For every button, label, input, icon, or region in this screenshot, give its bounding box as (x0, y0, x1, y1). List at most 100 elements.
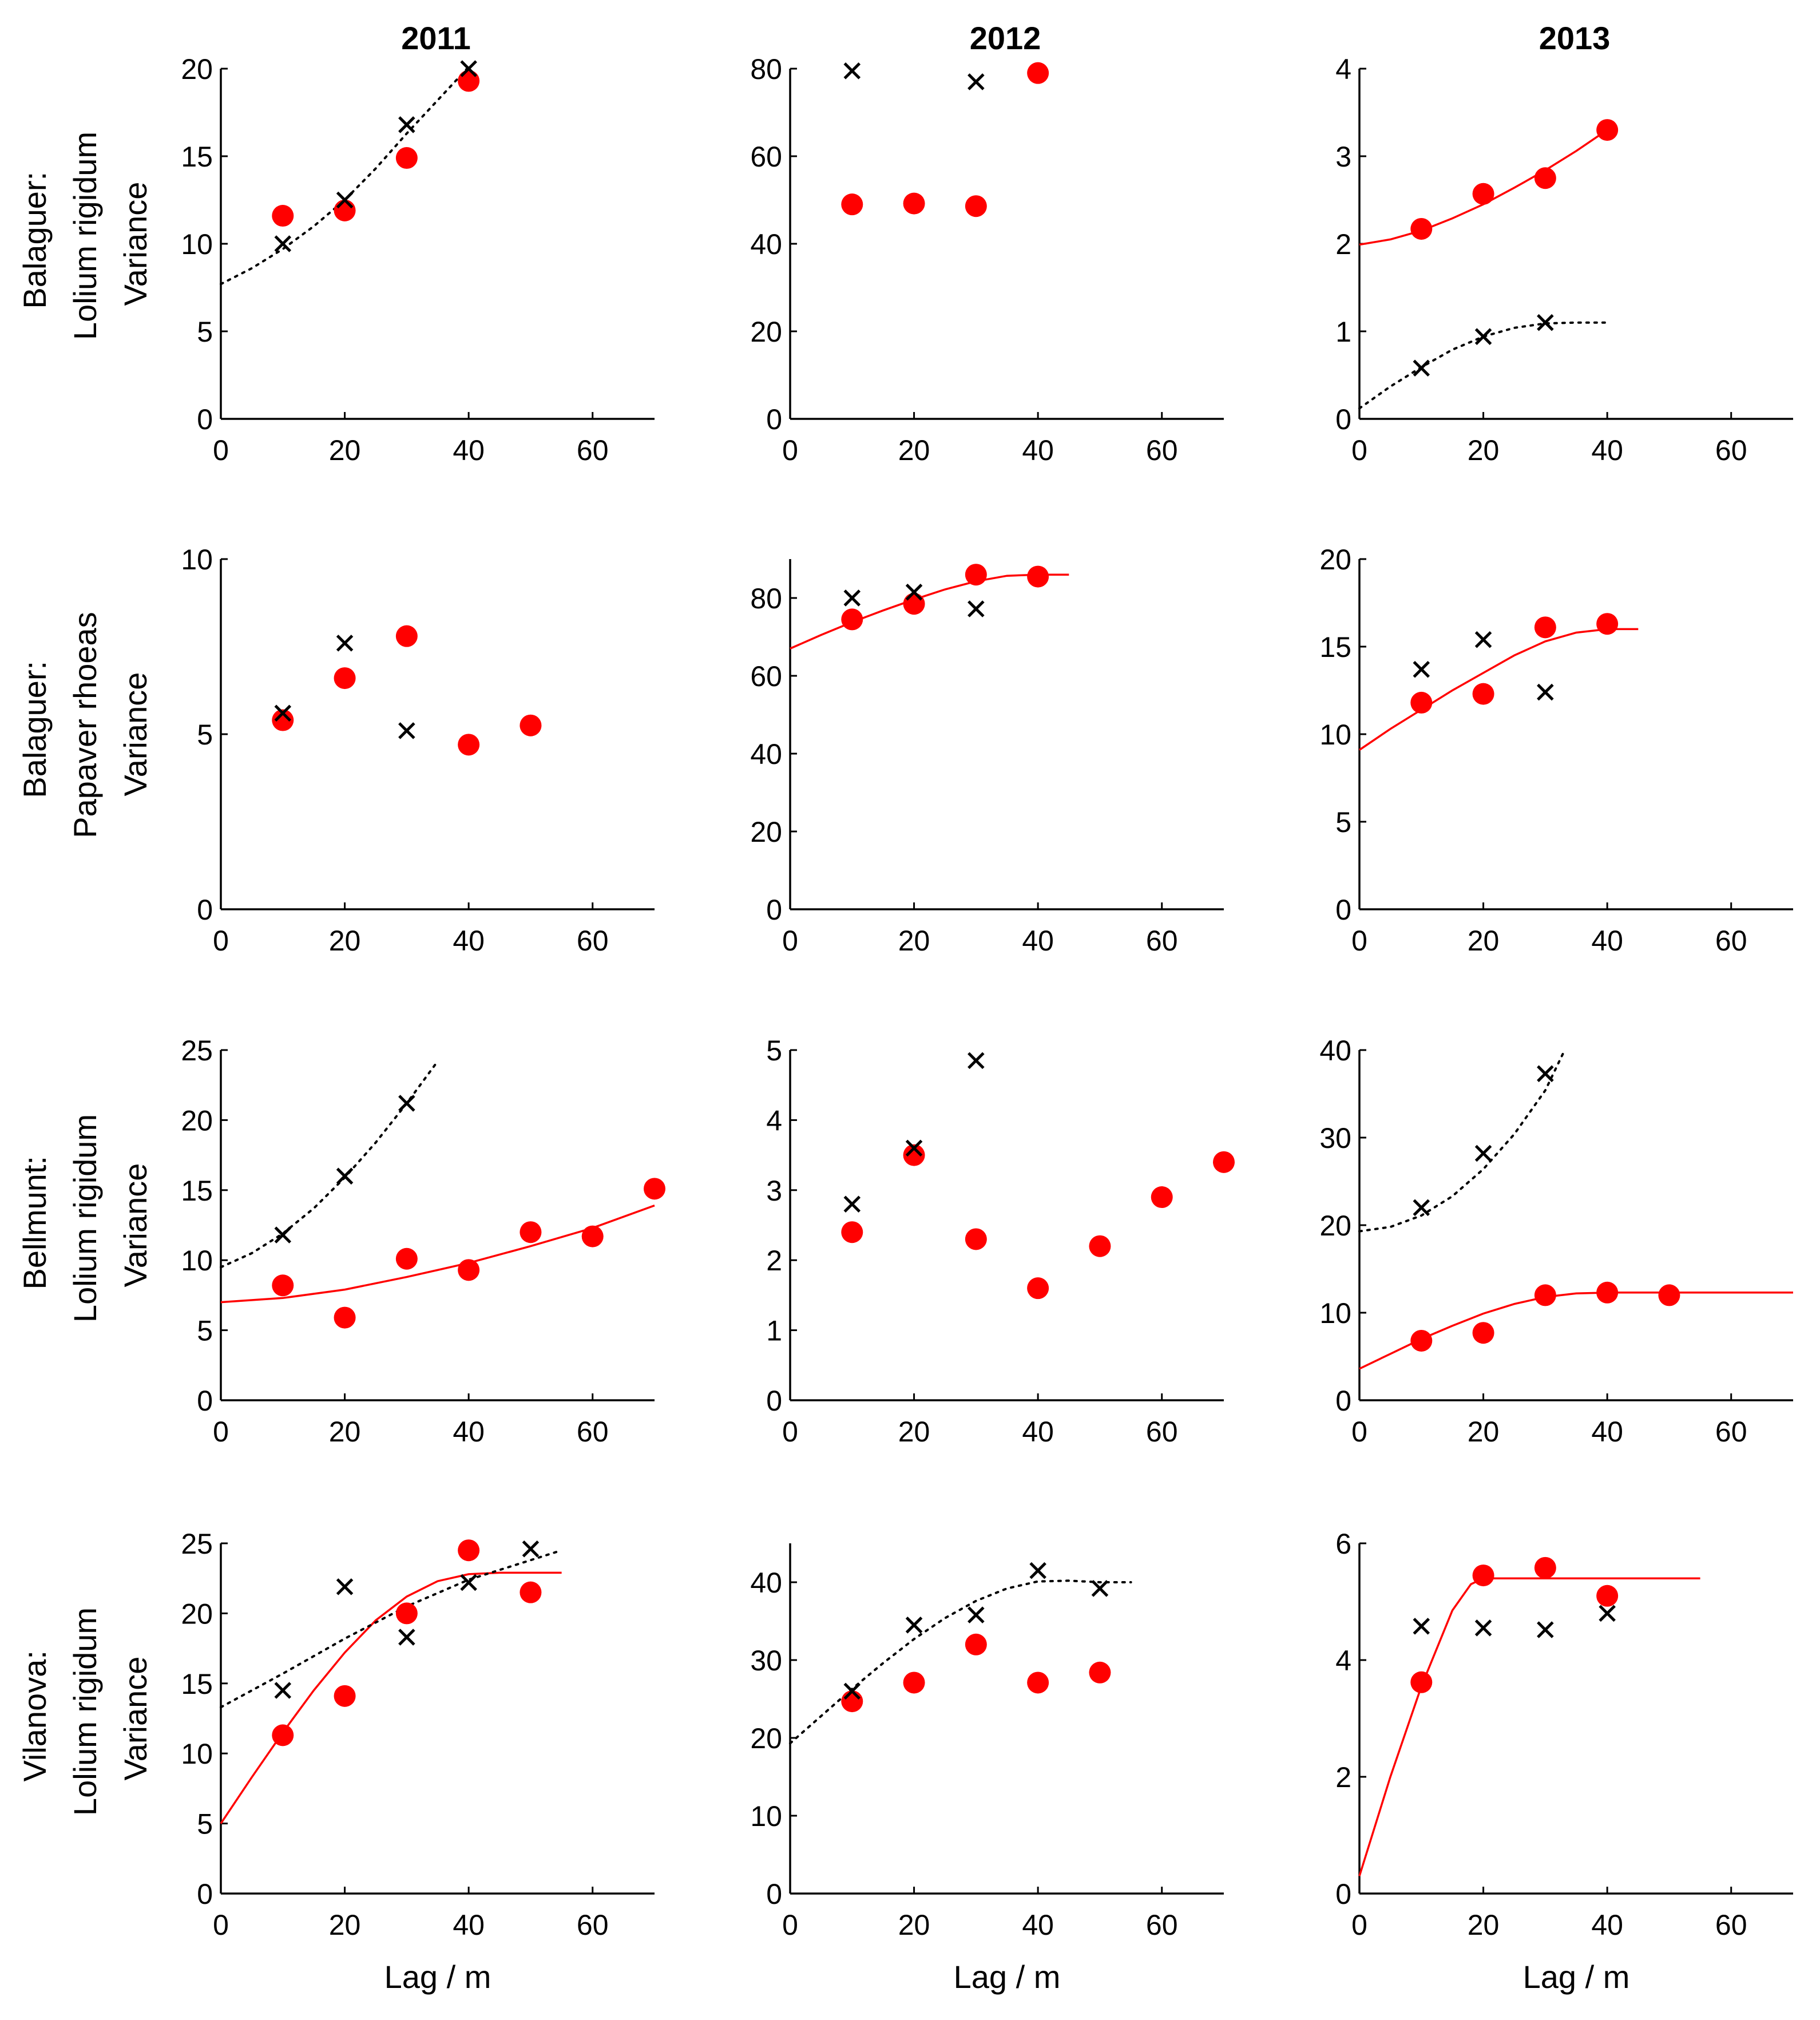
y-tick-label: 80 (750, 583, 782, 615)
column-title-2011: 2011 (401, 20, 471, 56)
x-tick-label: 20 (1468, 1909, 1500, 1941)
row-label-vilanova-lolium: Vilanova: Lolium rigidum (17, 1607, 103, 1816)
data-point-cross (1537, 314, 1554, 331)
y-tick-label: 20 (181, 1598, 213, 1630)
x-tick-label: 40 (1022, 1416, 1054, 1448)
cross-stroke (843, 62, 861, 80)
data-point-dot (395, 1247, 418, 1270)
x-tick-label: 0 (213, 1416, 229, 1448)
x-tick-label: 20 (1468, 925, 1500, 957)
cross-stroke (968, 1052, 985, 1070)
x-tick-label: 0 (782, 434, 798, 466)
y-tick-label: 2 (1335, 1761, 1351, 1793)
y-tick-label: 1 (766, 1315, 782, 1347)
cross-stroke (522, 1540, 540, 1558)
chart-panel-r3c0: 0 5 10 15 20 25 0 20 40 60 Variance Lag / m (117, 1528, 655, 1995)
y-tick-label: 3 (1335, 141, 1351, 173)
data-point-dot (1027, 565, 1049, 588)
x-tick-label: 40 (453, 434, 485, 466)
row-labels: Balaguer: Lolium rigidum Balaguer: Papav… (17, 132, 103, 1816)
fit-line-dotted (789, 1579, 1132, 1745)
y-tick-label: 20 (1319, 1210, 1351, 1242)
data-point-dot (1027, 62, 1049, 84)
y-tick-label: 5 (197, 1808, 213, 1840)
x-tick-label: 60 (577, 1909, 609, 1941)
y-axis-label: Variance (117, 182, 153, 306)
data-point-dot (1472, 1322, 1494, 1344)
data-point-cross (336, 191, 354, 209)
data-point-cross (336, 1578, 354, 1595)
data-point-cross (336, 1167, 354, 1185)
x-tick-label: 0 (1351, 1909, 1367, 1941)
data-point-dot (903, 192, 925, 215)
y-tick-label: 0 (197, 1878, 213, 1910)
x-tick-label: 40 (1591, 434, 1623, 466)
x-axis-label: Lag / m (384, 1959, 491, 1995)
data-point-dot (520, 1581, 542, 1603)
chart-panel-r2c1: 0 1 2 3 4 5 0 20 40 60 (766, 1035, 1235, 1448)
cross-stroke (1413, 1618, 1430, 1635)
y-tick-label: 5 (766, 1035, 782, 1067)
chart-panel-r0c1: 0 20 40 60 80 0 20 40 60 (750, 53, 1224, 466)
cross-stroke (1537, 1621, 1554, 1638)
y-tick-label: 40 (750, 228, 782, 260)
y-tick-label: 25 (181, 1528, 213, 1560)
data-point-dot (903, 1144, 925, 1166)
data-point-dot (272, 1274, 294, 1297)
data-point-cross (905, 1139, 923, 1157)
data-point-cross (843, 1195, 861, 1213)
x-tick-label: 0 (782, 1416, 798, 1448)
cross-stroke (1474, 328, 1492, 345)
cross-stroke (336, 1578, 354, 1595)
row-label-site: Bellmunt: (17, 1156, 53, 1289)
chart-panel-r2c0: 0 5 10 15 20 25 0 20 40 60 Variance (117, 1035, 665, 1448)
data-point-dot (272, 205, 294, 227)
fit-line-dotted (220, 65, 470, 286)
y-tick-label: 30 (1319, 1122, 1351, 1154)
cross-stroke (968, 600, 985, 617)
data-point-cross (968, 600, 985, 617)
data-point-dot (395, 625, 418, 647)
cross-stroke (1091, 1580, 1109, 1597)
x-tick-label: 60 (577, 434, 609, 466)
cross-stroke (460, 60, 477, 77)
y-tick-label: 10 (750, 1800, 782, 1832)
data-point-cross (968, 1606, 985, 1623)
cross-stroke (336, 191, 354, 209)
chart-panel-r3c1: 0 10 20 30 40 0 20 40 60 Lag / m (750, 1543, 1224, 1995)
x-tick-label: 0 (213, 434, 229, 466)
data-point-cross (336, 635, 354, 652)
data-point-dot (1089, 1235, 1111, 1257)
row-label-bellmunt-lolium: Bellmunt: Lolium rigidum (17, 1114, 103, 1322)
y-tick-label: 5 (197, 316, 213, 348)
x-tick-label: 20 (898, 1416, 930, 1448)
data-point-dot (458, 1259, 480, 1281)
x-tick-label: 20 (329, 434, 361, 466)
data-point-dot (965, 195, 987, 217)
y-tick-label: 0 (1335, 1878, 1351, 1910)
data-point-dot (458, 1539, 480, 1562)
x-tick-label: 60 (1715, 434, 1747, 466)
y-tick-label: 20 (750, 816, 782, 848)
cross-stroke (398, 1629, 415, 1646)
data-point-dot (644, 1178, 665, 1200)
cross-stroke (1599, 1605, 1616, 1622)
cross-stroke (1537, 1065, 1554, 1083)
data-point-cross (1537, 1065, 1554, 1083)
y-tick-label: 1 (1335, 316, 1351, 348)
cross-stroke (336, 1167, 354, 1185)
y-tick-label: 3 (766, 1175, 782, 1207)
data-point-dot (1534, 167, 1556, 189)
x-tick-label: 40 (1591, 925, 1623, 957)
row-label-site: Balaguer: (17, 172, 53, 309)
data-point-cross (843, 589, 861, 607)
data-point-cross (522, 1540, 540, 1558)
x-axis-label: Lag / m (954, 1959, 1061, 1995)
y-tick-label: 30 (750, 1645, 782, 1677)
data-point-dot (272, 709, 294, 731)
y-tick-label: 40 (750, 738, 782, 770)
column-title-2013: 2013 (1539, 20, 1611, 56)
y-tick-label: 0 (197, 1385, 213, 1417)
